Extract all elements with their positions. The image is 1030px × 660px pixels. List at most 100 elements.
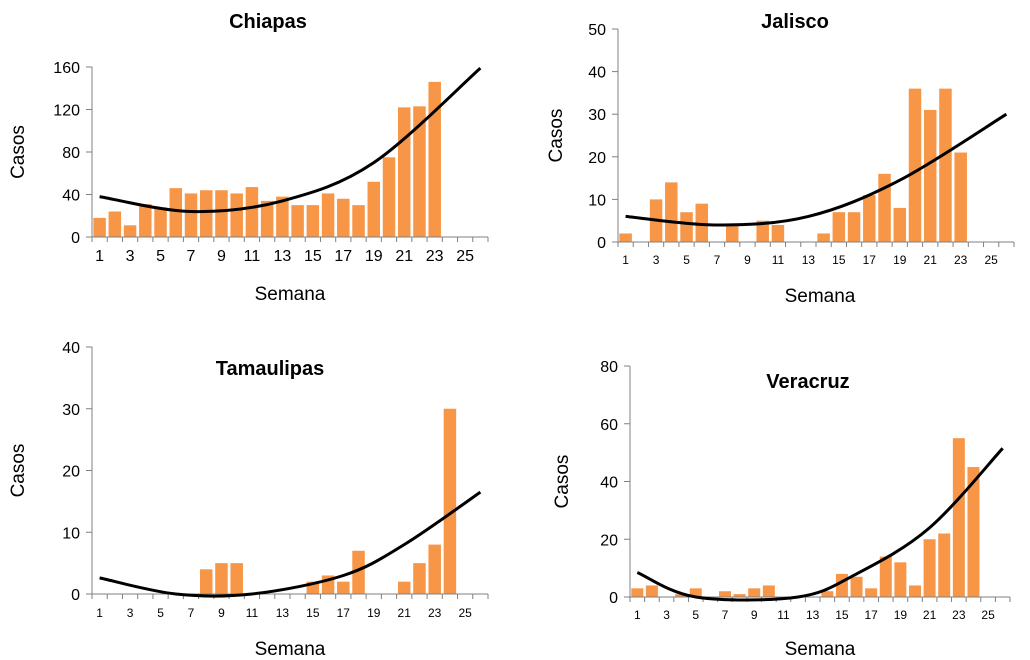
bar-semana-14: [291, 205, 304, 238]
x-tick-label: 19: [893, 253, 907, 267]
bar-semana-19: [894, 562, 907, 597]
bar-semana-6: [695, 203, 709, 242]
y-tick-label: 40: [62, 340, 80, 357]
bar-semana-15: [832, 212, 846, 242]
x-tick-label: 5: [683, 253, 690, 267]
bar-semana-15: [306, 205, 320, 238]
bar-semana-20: [909, 585, 921, 597]
x-tick-label: 1: [95, 248, 104, 265]
trendline: [625, 112, 1008, 227]
bar-semana-6: [169, 188, 183, 238]
x-tick-label: 23: [954, 253, 968, 267]
bar-semana-21: [397, 107, 411, 238]
x-tick-label: 13: [806, 608, 820, 622]
x-tick-label: 19: [367, 606, 381, 620]
x-tick-label: 25: [984, 253, 998, 267]
bar-semana-14: [821, 591, 834, 597]
x-tick-label: 3: [126, 248, 135, 265]
bar-semana-3: [123, 225, 137, 237]
bar-semana-9: [215, 563, 228, 595]
bar-semana-18: [352, 550, 365, 594]
trendline: [636, 447, 1004, 602]
bar-semana-24: [443, 408, 457, 594]
bar-semana-8: [199, 190, 213, 237]
y-tick-label: 0: [71, 230, 80, 247]
x-tick-label: 7: [188, 606, 195, 620]
bar-semana-20: [908, 88, 922, 242]
bar-semana-1: [93, 217, 106, 238]
chart-title: Tamaulipas: [216, 358, 325, 380]
x-axis-label: Semana: [255, 639, 326, 660]
y-tick-label: 80: [600, 359, 618, 376]
x-tick-label: 9: [751, 608, 758, 622]
x-tick-label: 15: [304, 248, 322, 265]
x-tick-label: 21: [398, 606, 412, 620]
bar-semana-10: [762, 585, 775, 597]
x-tick-label: 11: [244, 248, 261, 265]
bar-semana-5: [154, 207, 167, 237]
bar-semana-22: [938, 533, 951, 597]
y-tick-label: 20: [588, 150, 606, 167]
x-tick-label: 15: [835, 608, 849, 622]
x-tick-label: 3: [653, 253, 660, 267]
y-tick-label: 60: [600, 417, 618, 434]
trendline: [99, 66, 482, 214]
x-tick-label: 11: [772, 253, 785, 267]
x-tick-label: 13: [273, 248, 291, 265]
y-tick-label: 80: [62, 145, 80, 162]
bar-semana-11: [771, 224, 785, 242]
y-tick-label: 30: [588, 107, 606, 124]
bar-semana-19: [893, 207, 907, 242]
x-axis-label: Semana: [255, 284, 326, 305]
bar-semana-4: [665, 182, 678, 242]
bar-semana-22: [413, 106, 426, 237]
y-tick-label: 0: [609, 590, 618, 607]
bar-semana-7: [719, 591, 731, 597]
bar-semana-11: [245, 187, 259, 237]
bar-semana-5: [689, 588, 702, 597]
x-tick-label: 25: [456, 248, 474, 265]
x-tick-label: 7: [714, 253, 721, 267]
y-tick-label: 40: [62, 188, 80, 205]
bar-semana-22: [413, 563, 426, 595]
x-tick-label: 19: [365, 248, 383, 265]
x-tick-label: 5: [156, 248, 165, 265]
x-tick-label: 7: [722, 608, 729, 622]
bar-semana-12: [260, 200, 274, 238]
bar-semana-14: [817, 233, 830, 242]
x-tick-label: 3: [663, 608, 670, 622]
bar-semana-16: [321, 193, 335, 237]
bar-semana-9: [748, 588, 761, 597]
y-tick-label: 20: [600, 532, 618, 549]
y-tick-label: 0: [71, 587, 80, 604]
bar-semana-17: [337, 198, 350, 237]
bar-semana-10: [756, 220, 769, 242]
bar-semana-17: [337, 581, 350, 594]
bar-semana-8: [199, 569, 213, 594]
x-axis-label: Semana: [785, 639, 856, 660]
y-axis-label: Casos: [8, 444, 29, 498]
y-tick-label: 20: [62, 464, 80, 481]
x-tick-label: 15: [832, 253, 846, 267]
x-tick-label: 5: [157, 606, 164, 620]
y-tick-label: 0: [597, 235, 606, 252]
bar-semana-10: [230, 563, 243, 595]
y-tick-label: 160: [53, 60, 80, 77]
bar-semana-9: [215, 190, 228, 237]
x-tick-label: 1: [634, 608, 641, 622]
bar-semana-17: [863, 195, 876, 242]
y-tick-label: 10: [62, 525, 80, 542]
bar-semana-5: [680, 212, 693, 242]
bar-semana-10: [230, 193, 243, 237]
x-tick-label: 1: [96, 606, 103, 620]
y-tick-label: 40: [600, 475, 618, 492]
bar-semana-21: [923, 109, 937, 242]
bar-semana-8: [733, 594, 746, 597]
bar-semana-2: [108, 211, 122, 237]
bar-semana-24: [967, 467, 980, 597]
